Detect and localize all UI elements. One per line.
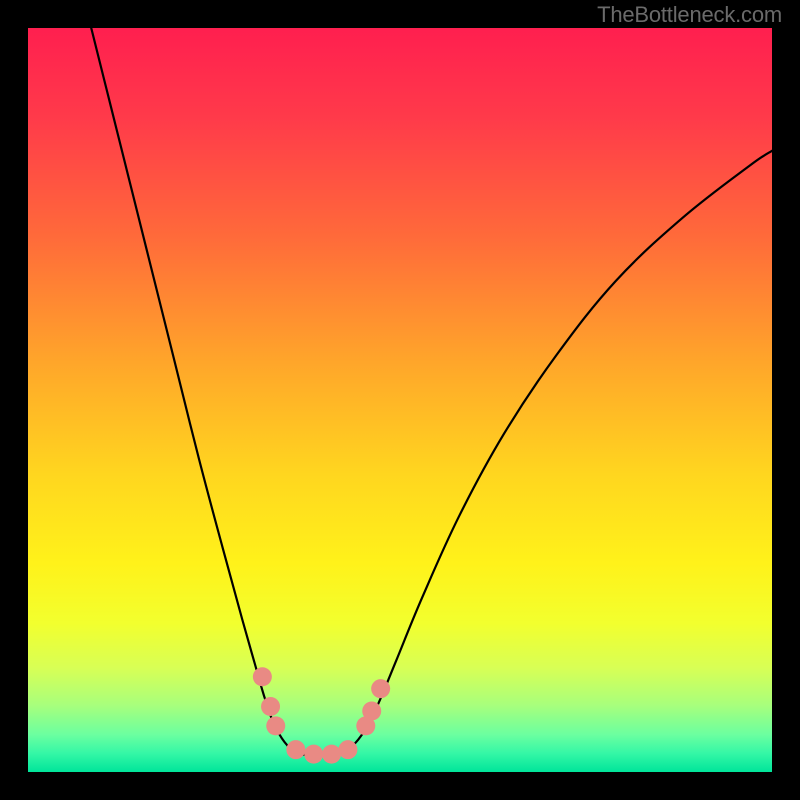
data-marker (304, 745, 323, 764)
data-marker (362, 701, 381, 720)
curve-right (326, 151, 772, 756)
data-marker (286, 740, 305, 759)
data-marker (266, 716, 285, 735)
data-marker (338, 740, 357, 759)
plot-area (28, 28, 772, 772)
watermark-text: TheBottleneck.com (597, 2, 782, 28)
curve-left (91, 28, 325, 756)
data-marker (253, 667, 272, 686)
chart-svg (28, 28, 772, 772)
data-marker (371, 679, 390, 698)
data-marker (322, 745, 341, 764)
data-marker (261, 697, 280, 716)
